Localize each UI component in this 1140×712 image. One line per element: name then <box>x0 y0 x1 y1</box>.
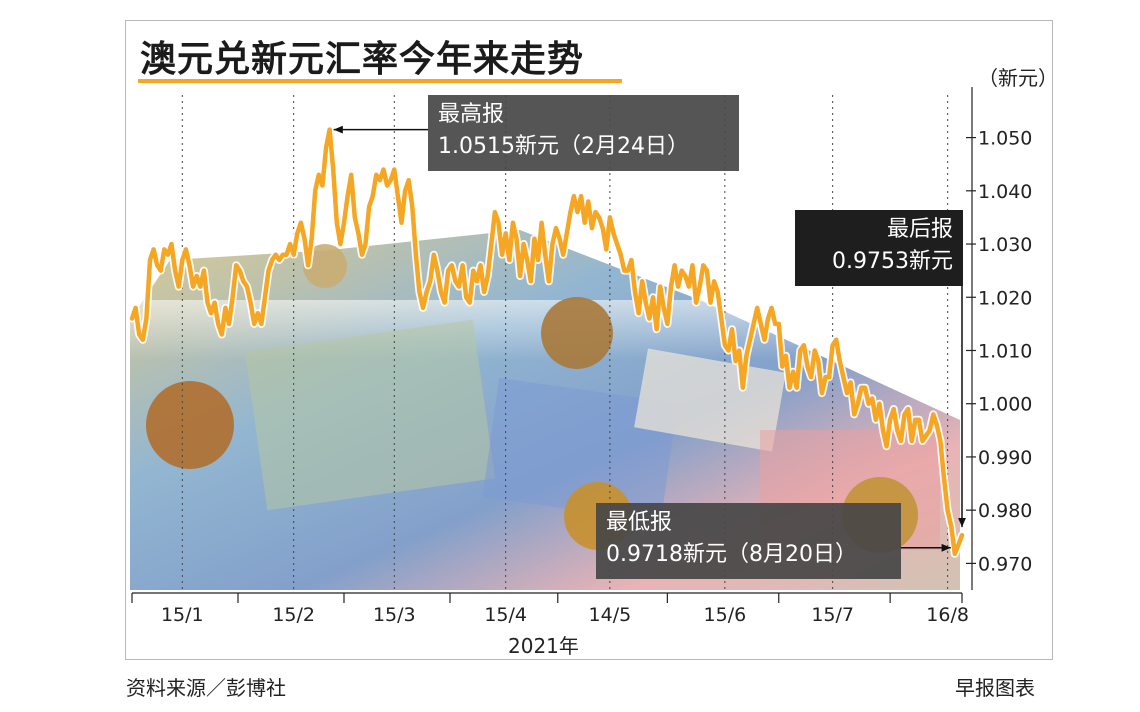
y-tick-label: 1.010 <box>978 340 1032 362</box>
y-tick-label: 1.040 <box>978 181 1032 203</box>
y-tick-label: 1.050 <box>978 128 1032 150</box>
x-axis: 15/1 15/2 15/3 15/4 14/5 15/6 15/7 16/8 <box>131 592 969 626</box>
x-tick-label: 15/4 <box>484 604 527 626</box>
y-tick-label: 1.000 <box>978 394 1032 416</box>
callout-pointers <box>333 125 966 552</box>
y-tick-label: 1.020 <box>978 287 1032 309</box>
x-tick-label: 15/7 <box>811 604 854 626</box>
y-axis: 1.050 1.040 1.030 1.020 1.010 1.000 0.990 0.980… <box>966 87 1032 590</box>
last-value-callout: 最后报 0.9753新元 <box>795 210 963 286</box>
last-pointer-head <box>958 517 966 528</box>
max-callout-value: 1.0515新元（2月24日） <box>438 134 689 159</box>
min-pointer-head <box>941 543 951 552</box>
y-axis-unit-label: （新元） <box>978 66 1058 90</box>
series-line <box>129 127 965 557</box>
graphic-credit: 早报图表 <box>955 676 1035 700</box>
y-tick-label: 0.970 <box>978 553 1032 575</box>
y-tick-label: 1.030 <box>978 234 1032 256</box>
min-value-callout: 最低报 0.9718新元（8月20日） <box>596 503 901 579</box>
y-tick-label: 0.990 <box>978 447 1032 469</box>
x-tick-label: 15/3 <box>373 604 416 626</box>
chart-title: 澳元兑新元汇率今年来走势 <box>140 39 585 80</box>
x-tick-label: 15/6 <box>704 604 747 626</box>
x-tick-label: 15/2 <box>272 604 315 626</box>
x-axis-title: 2021年 <box>508 634 579 658</box>
banknote-background-image <box>130 230 960 590</box>
min-callout-value: 0.9718新元（8月20日） <box>606 542 857 567</box>
max-callout-label: 最高报 <box>438 102 505 127</box>
title-underline <box>138 79 622 83</box>
plot-area <box>128 125 966 558</box>
source-credit: 资料来源／彭博社 <box>126 676 286 700</box>
max-pointer-head <box>333 125 343 134</box>
min-callout-label: 最低报 <box>606 510 673 535</box>
max-value-callout: 最高报 1.0515新元（2月24日） <box>428 95 739 171</box>
y-tick-label: 0.980 <box>978 500 1032 522</box>
last-callout-label: 最后报 <box>886 217 953 242</box>
x-tick-label: 14/5 <box>589 604 632 626</box>
last-callout-value: 0.9753新元 <box>832 249 953 274</box>
x-tick-label: 16/8 <box>926 604 969 626</box>
x-tick-label: 15/1 <box>161 604 204 626</box>
